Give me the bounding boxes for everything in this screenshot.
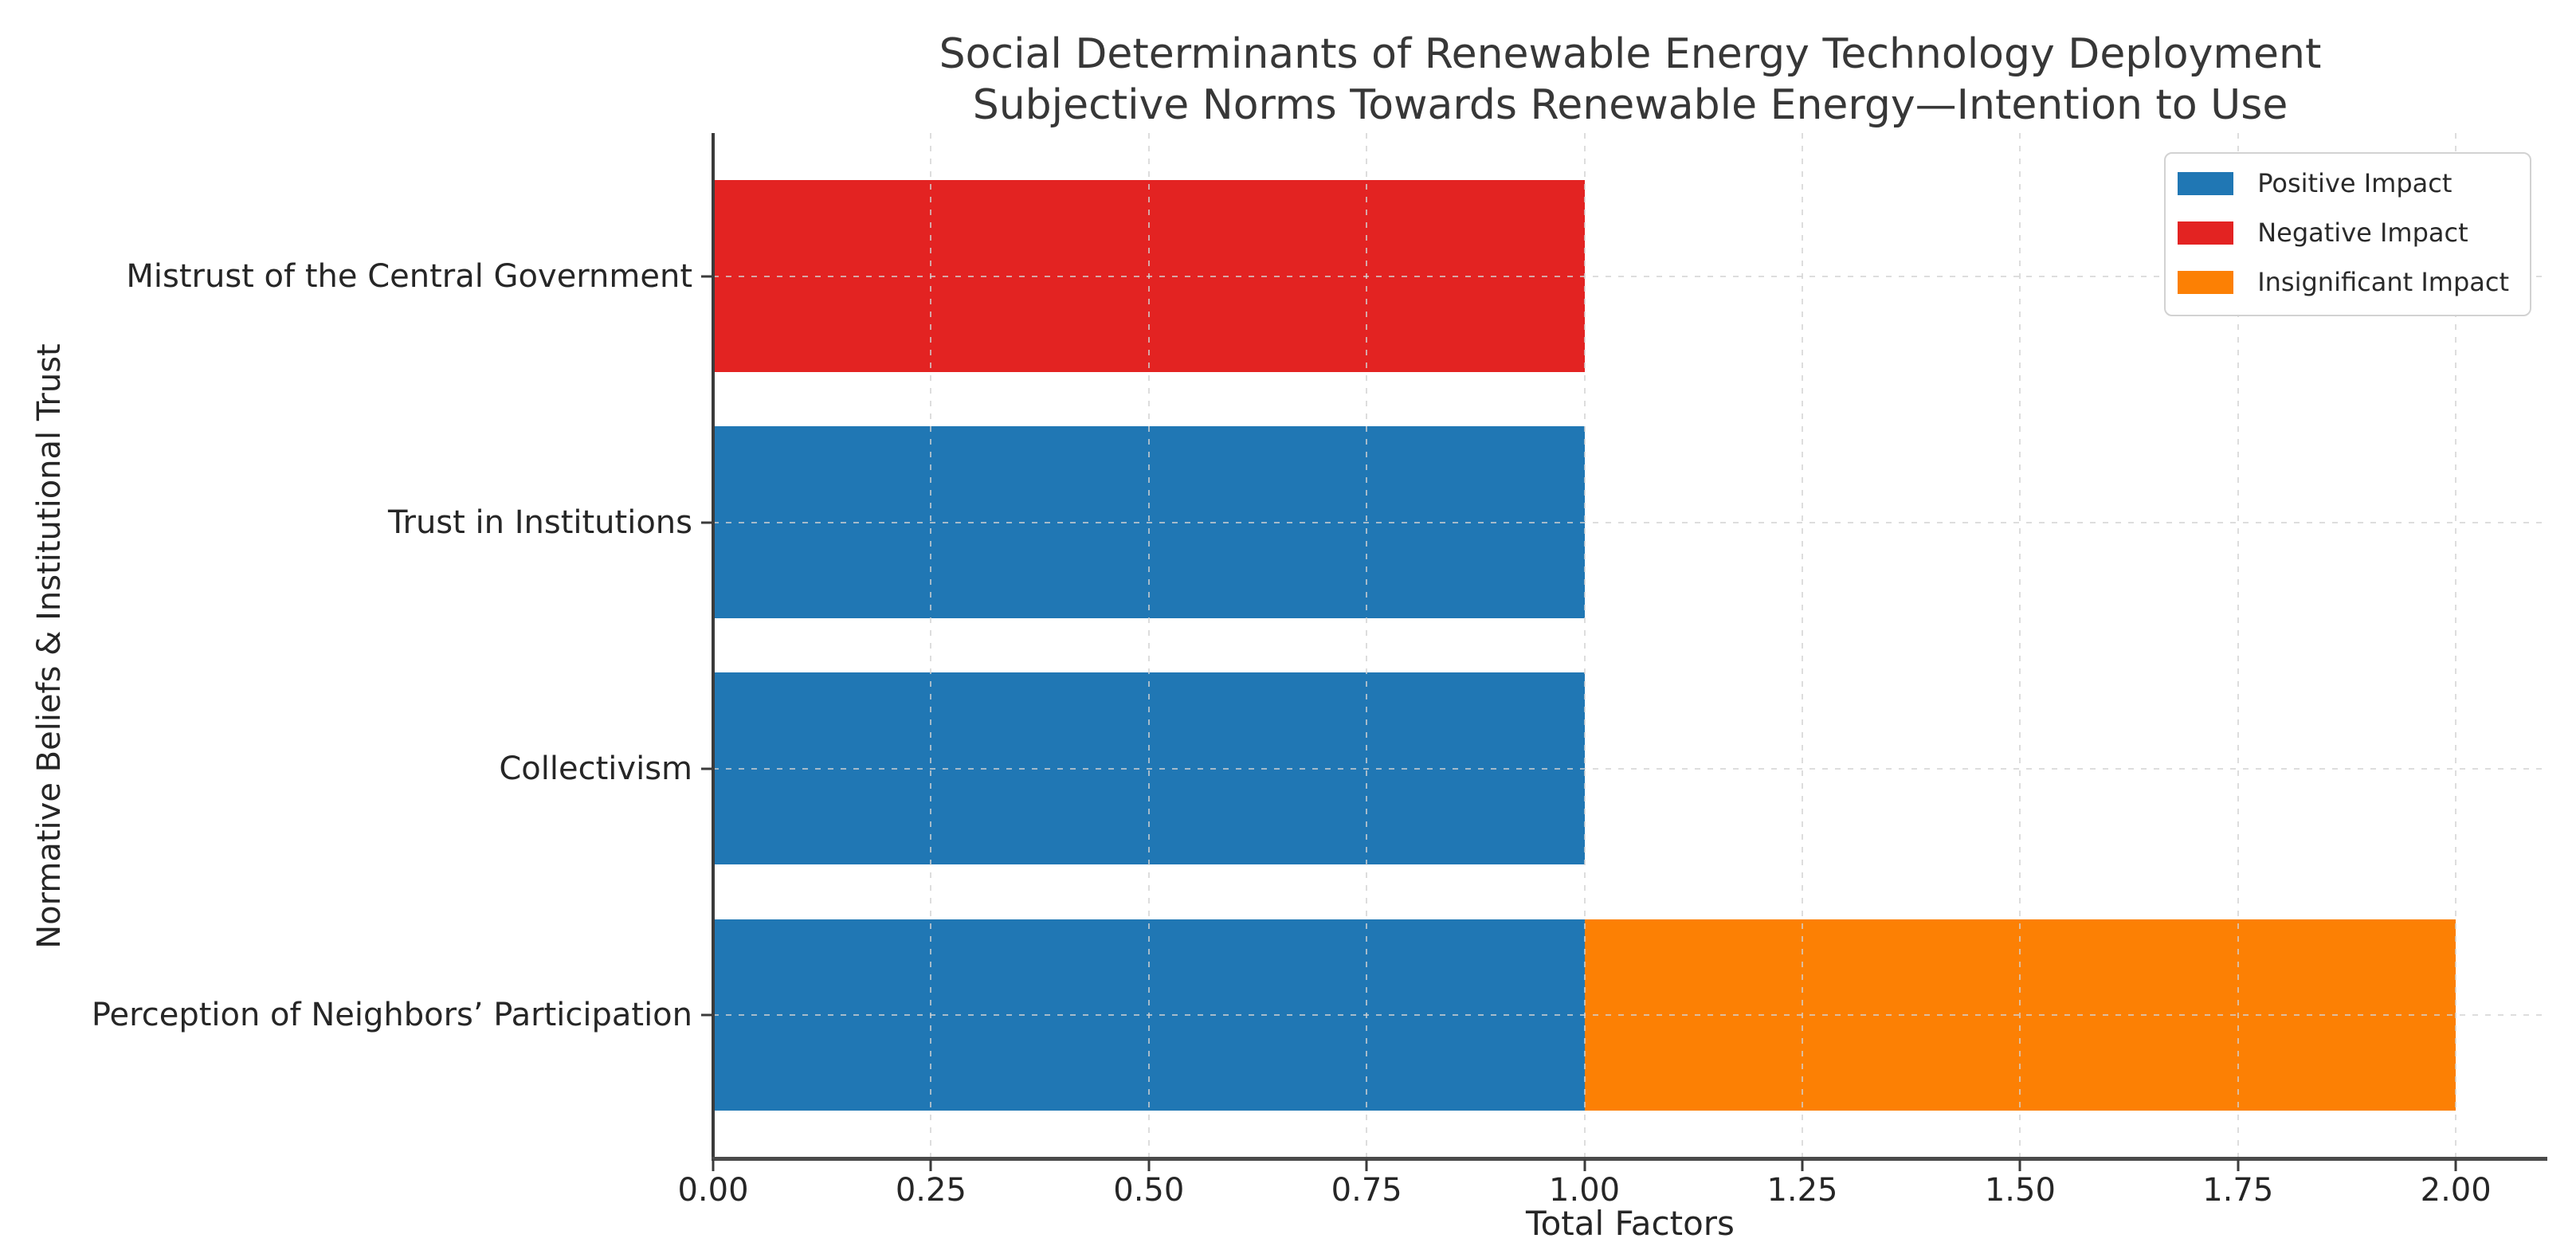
y-category-label: Perception of Neighbors’ Participation <box>91 997 692 1034</box>
legend-entry: Positive Impact <box>2178 159 2509 208</box>
y-category-label: Trust in Institutions <box>387 504 692 541</box>
plot-area: 0.00 0.25 0.50 0.75 1.00 1.25 1.50 1.75 2.00 Mis… <box>92 133 2547 1243</box>
x-tick-label: 1.75 <box>2202 1172 2274 1209</box>
y-axis-spine <box>712 133 715 1159</box>
legend-entry: Negative Impact <box>2178 208 2509 257</box>
x-tick-label: 0.25 <box>895 1172 966 1209</box>
y-axis-label: Normative Beliefs & Institutional Trust <box>31 343 68 949</box>
x-tick-label: 1.50 <box>1984 1172 2056 1209</box>
legend-color-swatch <box>2178 270 2234 294</box>
bar-segment <box>1584 919 2456 1111</box>
x-tick-mark <box>929 1159 932 1171</box>
y-category-label: Collectivism <box>499 750 692 787</box>
x-tick-label: 0.75 <box>1331 1172 1402 1209</box>
x-tick-mark <box>712 1159 715 1171</box>
bar-segment <box>713 672 1585 865</box>
legend-entry: Insignificant Impact <box>2178 257 2509 307</box>
x-tick-mark <box>2454 1159 2457 1171</box>
x-tick-mark <box>1583 1159 1586 1171</box>
y-tick-mark <box>701 521 713 524</box>
bar-segment <box>713 426 1585 619</box>
x-tick-mark <box>2237 1159 2240 1171</box>
x-tick-label: 0.00 <box>677 1172 749 1209</box>
x-tick-mark <box>1801 1159 1804 1171</box>
y-category-label: Mistrust of the Central Government <box>126 257 692 295</box>
y-tick-mark <box>701 275 713 278</box>
y-tick-mark <box>701 767 713 770</box>
x-tick-mark <box>1365 1159 1368 1171</box>
x-tick-label: 1.25 <box>1766 1172 1838 1209</box>
y-tick-mark <box>701 1013 713 1017</box>
x-axis-label: Total Factors <box>1526 1204 1735 1243</box>
x-axis-spine <box>712 1157 2547 1161</box>
chart-title-line1: Social Determinants of Renewable Energy … <box>939 30 2322 78</box>
legend-entry-label: Negative Impact <box>2257 218 2468 248</box>
legend-entry-label: Positive Impact <box>2257 168 2452 198</box>
legend-entry-label: Insignificant Impact <box>2257 267 2509 297</box>
bar-segment <box>713 919 1585 1111</box>
x-tick-label: 2.00 <box>2420 1172 2492 1209</box>
legend: Positive Impact Negative Impact Insignific… <box>2164 152 2531 316</box>
x-tick-label: 0.50 <box>1113 1172 1185 1209</box>
bar-segment <box>713 180 1585 373</box>
chart-title: Social Determinants of Renewable Energy … <box>713 29 2547 131</box>
chart-title-line2: Subjective Norms Towards Renewable Energ… <box>972 81 2288 129</box>
x-tick-mark <box>1147 1159 1151 1171</box>
legend-color-swatch <box>2178 221 2234 245</box>
x-tick-label: 1.00 <box>1549 1172 1621 1209</box>
legend-color-swatch <box>2178 171 2234 195</box>
x-tick-mark <box>2018 1159 2021 1171</box>
